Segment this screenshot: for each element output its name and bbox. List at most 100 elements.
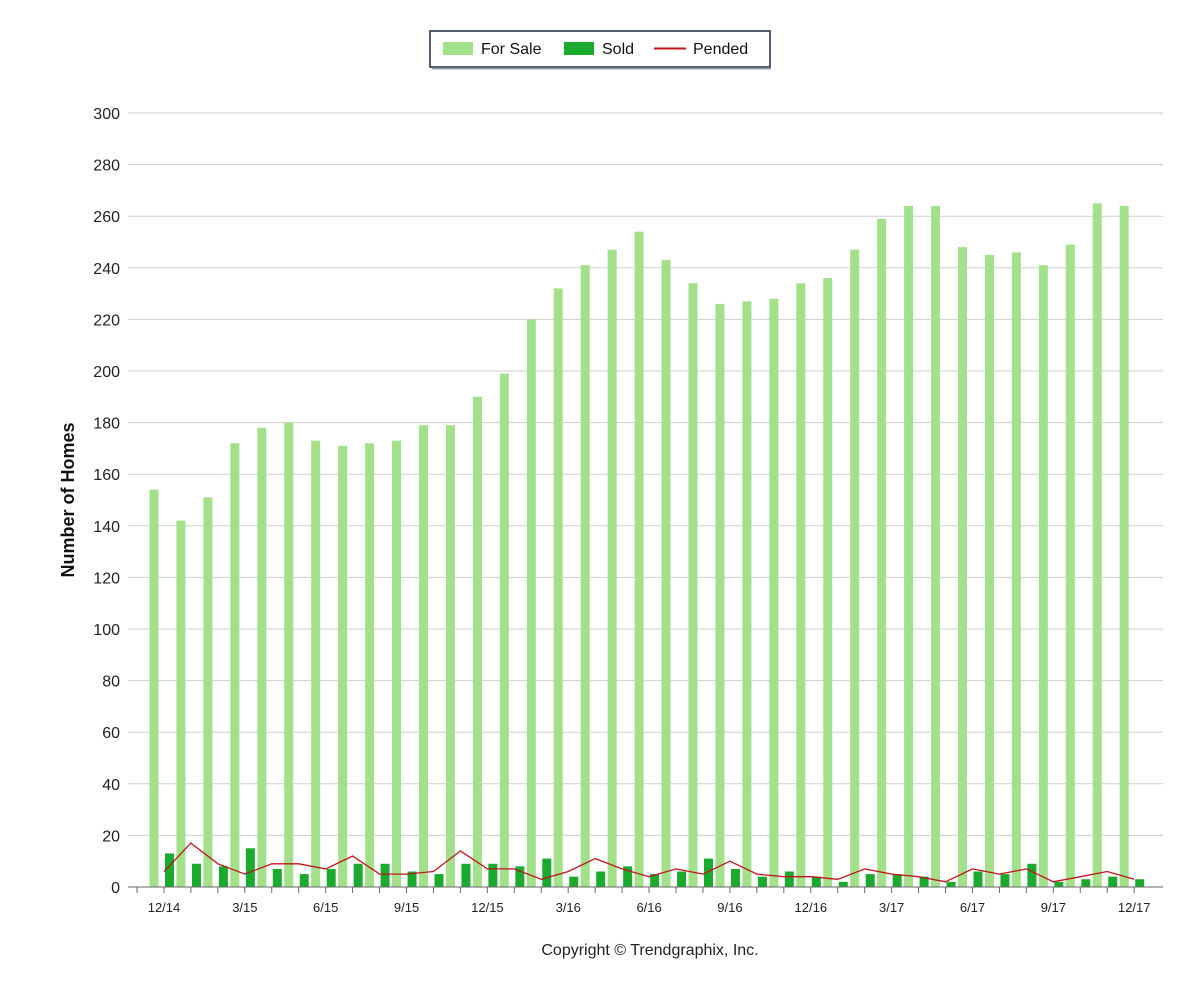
for-sale-bar xyxy=(284,422,294,887)
sold-bar xyxy=(1054,881,1064,887)
for-sale-bar xyxy=(392,440,402,887)
y-tick-label: 260 xyxy=(93,209,120,226)
y-tick-label: 280 xyxy=(93,158,120,175)
for-sale-bar xyxy=(661,260,671,887)
for-sale-bar xyxy=(526,319,536,887)
y-tick-label: 200 xyxy=(93,364,120,381)
legend: For Sale Sold Pended xyxy=(429,30,771,70)
for-sale-bar xyxy=(499,373,509,888)
y-axis-ticks: 0 20 40 60 80 100 120 140 160 180 200 220 240 260 280 3… xyxy=(93,106,120,897)
sold-bar xyxy=(1108,876,1118,887)
for-sale-bar xyxy=(472,396,482,887)
for-sale-bar xyxy=(850,249,860,888)
sold-bar xyxy=(542,858,552,887)
sold-bar xyxy=(677,871,687,887)
for-sale-bar xyxy=(1092,203,1102,888)
sold-bar xyxy=(488,863,498,887)
sold-bar xyxy=(1135,879,1145,887)
sold-bar xyxy=(218,866,228,887)
for-sale-bar xyxy=(338,445,348,887)
x-tick-label: 9/16 xyxy=(717,900,742,915)
sold-bar xyxy=(245,848,255,887)
sold-bar xyxy=(650,874,660,887)
for-sale-bar xyxy=(419,425,428,887)
y-tick-label: 300 xyxy=(93,106,120,123)
for-sale-bar xyxy=(823,278,833,887)
y-tick-label: 240 xyxy=(93,261,120,278)
y-tick-label: 160 xyxy=(93,467,120,484)
sold-bar xyxy=(380,863,390,887)
y-tick-label: 60 xyxy=(102,725,120,742)
sold-bar xyxy=(1000,874,1010,887)
for-sale-bars xyxy=(149,203,1129,888)
for-sale-bar xyxy=(149,489,159,887)
y-tick-label: 20 xyxy=(102,828,120,845)
sold-bar xyxy=(407,871,417,887)
for-sale-bar xyxy=(365,443,375,887)
sold-bar xyxy=(757,876,767,887)
sold-bar xyxy=(946,881,956,887)
pended-line xyxy=(163,842,1135,883)
copyright-footer: Copyright © Trendgraphix, Inc. xyxy=(541,942,758,959)
for-sale-bar xyxy=(769,298,779,887)
legend-swatch-sold xyxy=(564,42,594,55)
pended-line-group xyxy=(163,842,1135,883)
sold-bar xyxy=(892,874,902,887)
y-tick-label: 140 xyxy=(93,519,120,536)
x-tick-label: 12/15 xyxy=(471,900,504,915)
sold-bar xyxy=(865,874,875,887)
for-sale-bar xyxy=(607,249,617,888)
for-sale-bar xyxy=(634,231,644,887)
sold-bar xyxy=(272,868,282,887)
for-sale-bar xyxy=(742,301,752,888)
for-sale-bar xyxy=(796,283,806,887)
sold-bar xyxy=(919,876,929,887)
legend-label-for-sale: For Sale xyxy=(481,41,542,58)
legend-box xyxy=(429,30,771,68)
grid xyxy=(128,112,1163,836)
for-sale-bar xyxy=(553,288,563,887)
sold-bar xyxy=(1027,863,1037,887)
y-tick-label: 100 xyxy=(93,622,120,639)
x-axis-ticks: 12/14 3/15 6/15 9/15 12/15 3/16 6/16 9/16 12/16 3… xyxy=(136,887,1151,915)
for-sale-bar xyxy=(1011,252,1021,887)
x-tick-label: 12/17 xyxy=(1118,900,1151,915)
legend-swatch-for-sale xyxy=(443,42,473,55)
for-sale-bar xyxy=(715,303,725,887)
x-tick-label: 9/17 xyxy=(1041,900,1066,915)
x-tick-label: 9/15 xyxy=(394,900,419,915)
x-tick-label: 6/16 xyxy=(636,900,661,915)
for-sale-bar xyxy=(203,497,213,887)
sold-bar xyxy=(623,866,633,887)
x-tick-label: 3/17 xyxy=(879,900,904,915)
for-sale-bar xyxy=(958,247,967,887)
sold-bar xyxy=(838,881,848,887)
sold-bar xyxy=(704,858,713,887)
x-tick-label: 3/15 xyxy=(232,900,257,915)
y-tick-label: 40 xyxy=(102,777,120,794)
for-sale-bar xyxy=(1038,265,1048,888)
sold-bar xyxy=(299,874,309,887)
for-sale-bar xyxy=(877,218,887,887)
for-sale-bar xyxy=(257,427,267,887)
for-sale-bar xyxy=(984,254,994,887)
x-tick-label: 6/17 xyxy=(960,900,985,915)
legend-label-sold: Sold xyxy=(602,41,634,58)
for-sale-bar xyxy=(311,440,321,887)
sold-bar xyxy=(784,871,794,887)
y-tick-label: 180 xyxy=(93,416,120,433)
sold-bar xyxy=(165,853,174,887)
y-tick-label: 80 xyxy=(102,674,120,691)
for-sale-bar xyxy=(1065,244,1075,887)
sold-bar xyxy=(434,874,444,887)
sold-bar xyxy=(191,863,201,887)
sold-bar xyxy=(730,868,740,887)
sold-bar xyxy=(515,866,525,887)
sold-bar xyxy=(811,876,821,887)
y-axis-label: Number of Homes xyxy=(58,422,78,577)
for-sale-bar xyxy=(904,205,914,887)
sold-bar xyxy=(353,863,363,887)
y-tick-label: 0 xyxy=(111,880,120,897)
for-sale-bar xyxy=(688,283,698,887)
